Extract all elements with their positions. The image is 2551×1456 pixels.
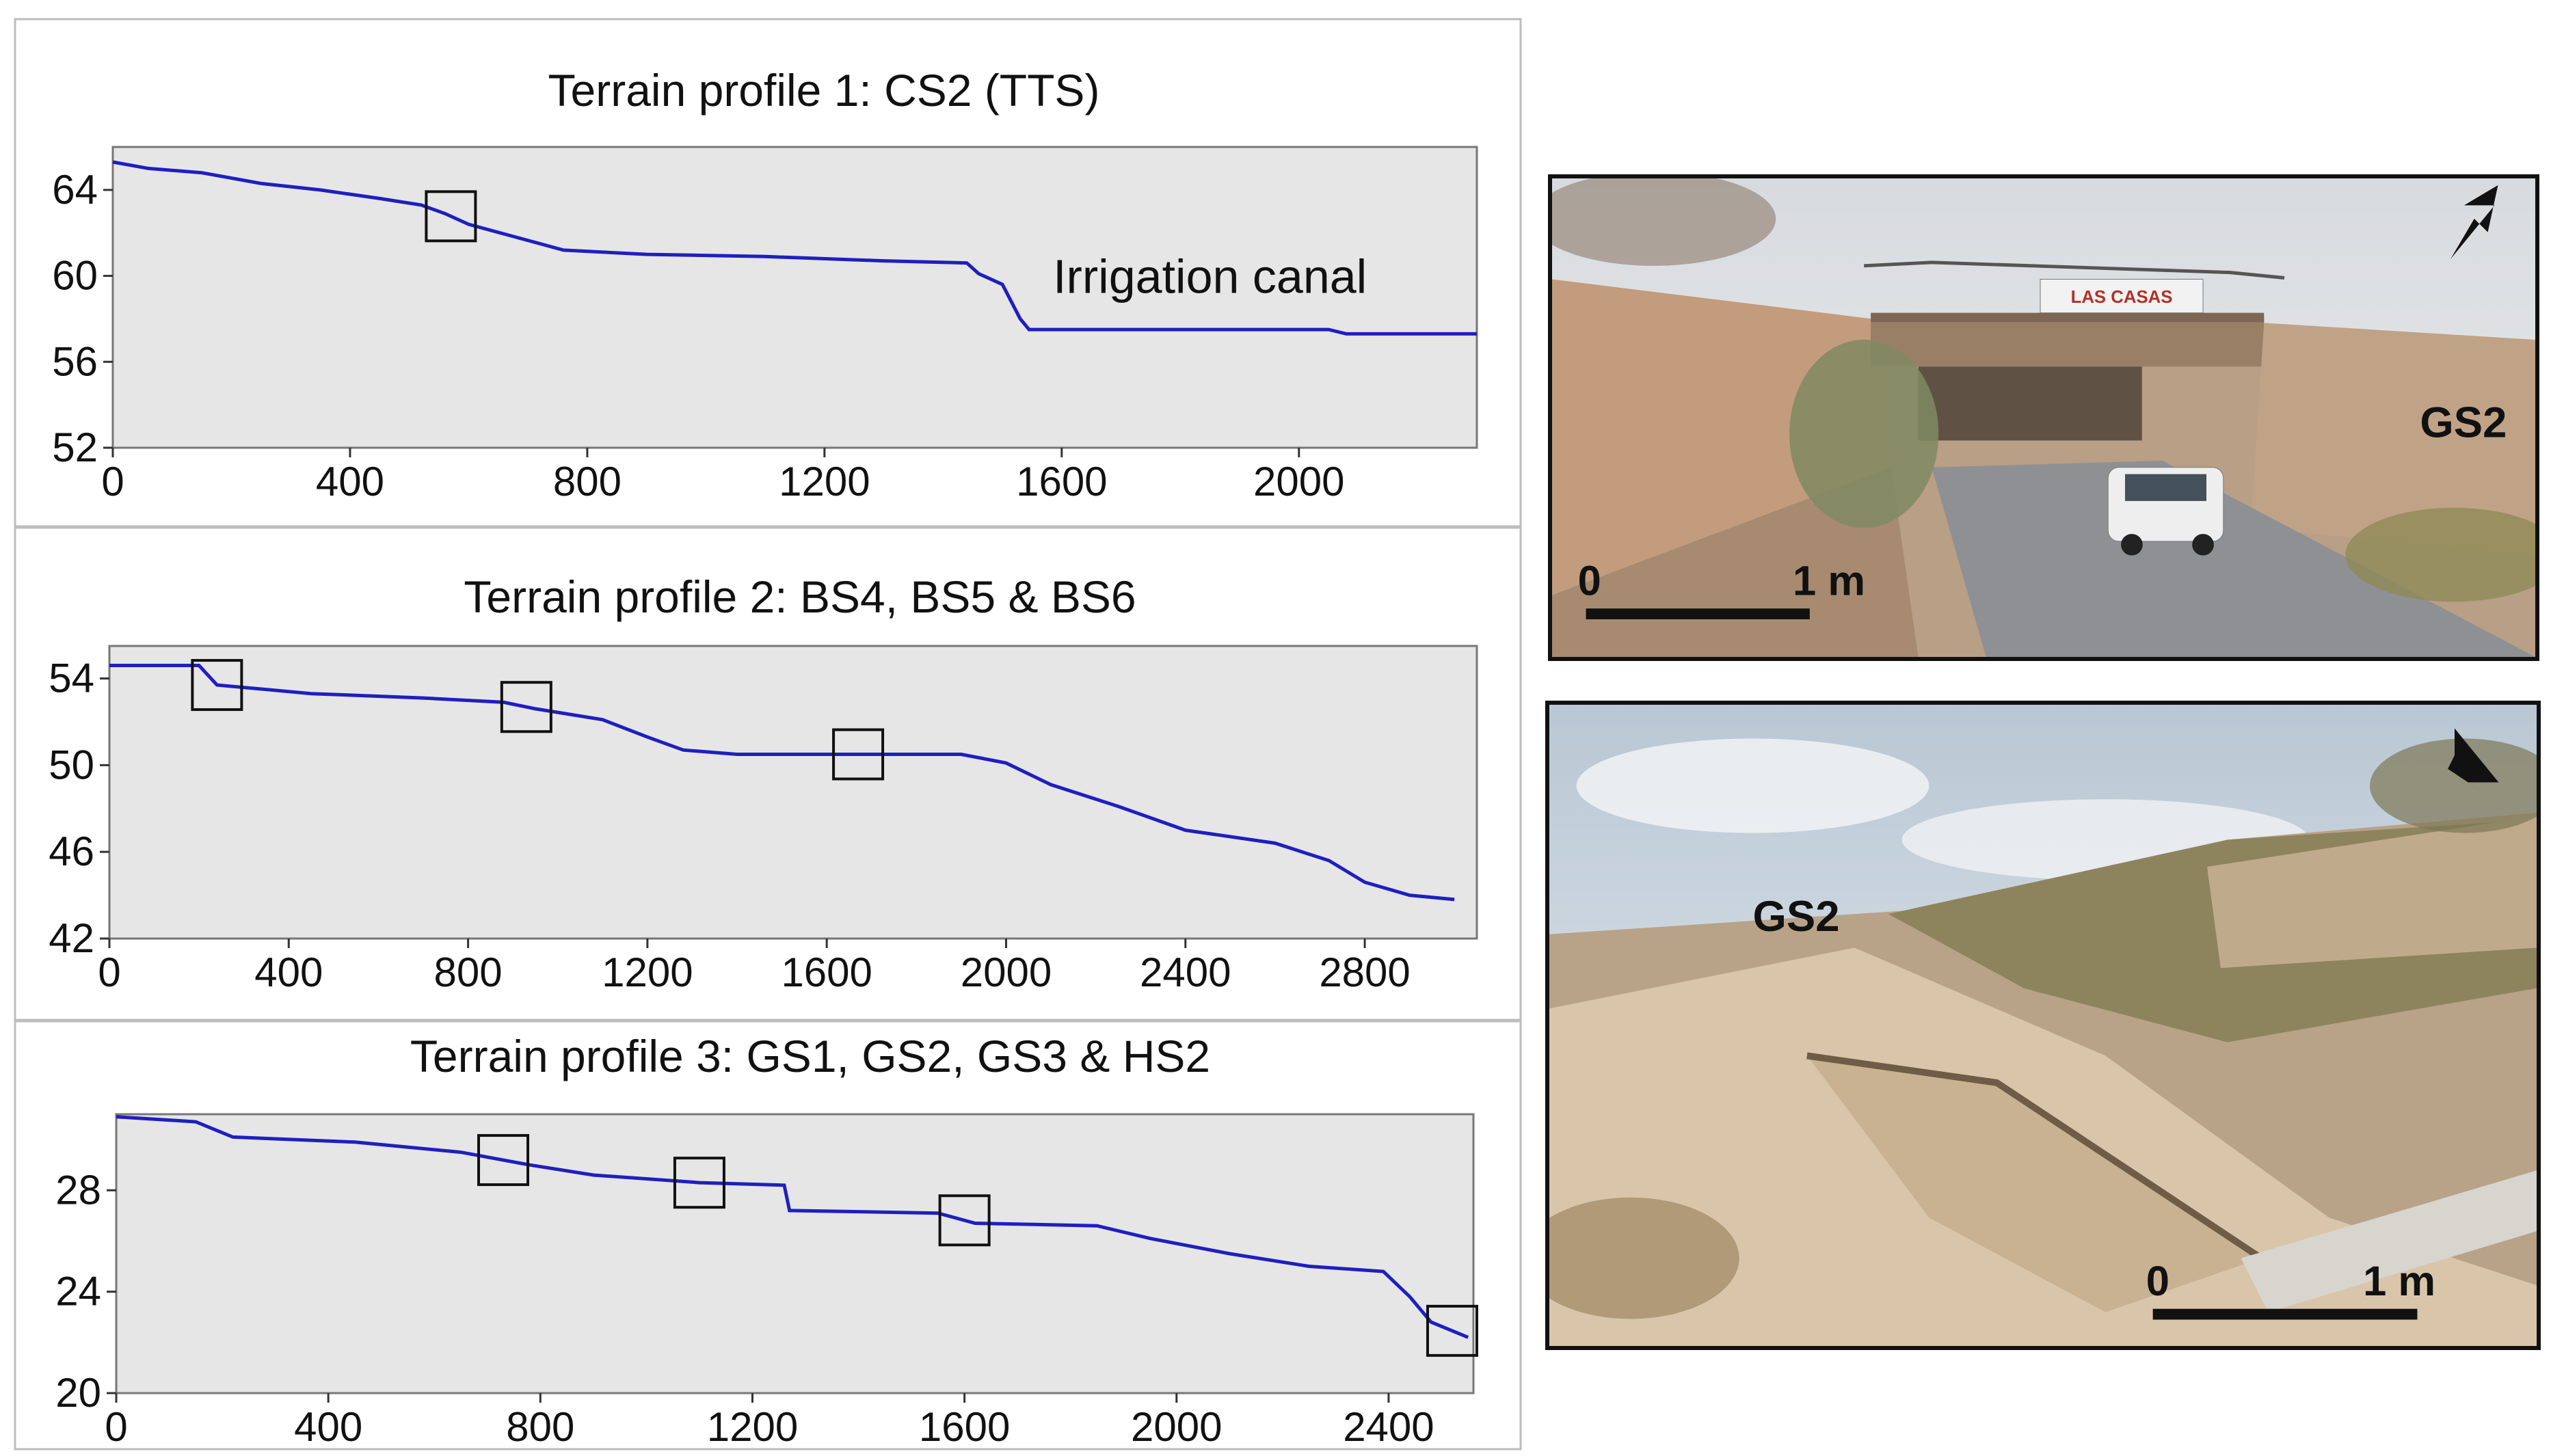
x-tick-label: 800 — [553, 459, 622, 504]
series-line — [112, 160, 1477, 336]
plot-area — [115, 1113, 1475, 1394]
y-tick-label: 50 — [49, 742, 94, 787]
y-tick-label: 56 — [52, 338, 98, 384]
x-tick-label: 1600 — [781, 949, 872, 995]
x-tick-label: 800 — [506, 1404, 574, 1450]
scale-bar — [1586, 608, 1810, 619]
plot-area — [108, 645, 1478, 940]
x-tick-label: 0 — [101, 459, 124, 504]
x-tick-label: 2000 — [1253, 459, 1344, 504]
scale-start-label: 0 — [1578, 558, 1601, 604]
y-tick-label: 24 — [55, 1269, 101, 1315]
marker-box — [500, 681, 552, 733]
chart-title: Terrain profile 1: CS2 (TTS) — [548, 65, 1100, 116]
y-tick-label: 20 — [55, 1370, 101, 1416]
scale-end-label: 1 m — [2363, 1258, 2435, 1305]
north-arrow-icon — [2450, 185, 2498, 259]
x-tick-label: 1600 — [1016, 459, 1107, 504]
x-tick-label: 0 — [105, 1404, 127, 1450]
marker-box — [832, 728, 885, 781]
x-tick-label: 2000 — [961, 949, 1052, 995]
y-tick-label: 46 — [49, 828, 94, 874]
gs2-label: GS2 — [2420, 399, 2507, 447]
x-tick-label: 400 — [254, 949, 323, 995]
y-tick-label: 64 — [52, 167, 98, 213]
x-tick-label: 1200 — [602, 949, 693, 995]
chart-title: Terrain profile 2: BS4, BS5 & BS6 — [464, 571, 1136, 622]
x-tick-label: 800 — [434, 949, 503, 995]
x-tick-label: 1200 — [707, 1404, 798, 1450]
y-tick-label: 52 — [52, 424, 98, 470]
scale-bar — [2152, 1308, 2418, 1320]
chart-title: Terrain profile 3: GS1, GS2, GS3 & HS2 — [410, 1031, 1210, 1081]
x-tick-label: 400 — [294, 1404, 362, 1450]
photo-bridge-gs2: LAS CASAS GS2 0 1 m — [1548, 174, 2539, 661]
marker-box — [477, 1134, 530, 1187]
photo-gully-gs2: GS2 0 1 m — [1545, 701, 2541, 1350]
plot-area — [111, 146, 1478, 449]
x-tick-label: 2400 — [1140, 949, 1231, 995]
y-tick-label: 54 — [49, 656, 94, 701]
marker-box — [425, 190, 477, 243]
x-tick-label: 1600 — [919, 1404, 1010, 1450]
gs2-label: GS2 — [1753, 893, 1840, 941]
series-line — [109, 664, 1455, 902]
y-tick-label: 42 — [49, 915, 94, 961]
marker-box — [938, 1194, 991, 1247]
x-tick-label: 2400 — [1343, 1404, 1434, 1450]
x-tick-label: 1200 — [779, 459, 870, 504]
y-tick-label: 28 — [55, 1167, 101, 1213]
scale-end-label: 1 m — [1793, 558, 1865, 604]
marker-box — [191, 659, 243, 712]
terrain-profile-3-chart: Terrain profile 3: GS1, GS2, GS3 & HS2 0… — [55, 1031, 1478, 1450]
y-tick-label: 60 — [52, 253, 98, 299]
x-tick-label: 0 — [98, 949, 120, 995]
x-tick-label: 2800 — [1319, 949, 1410, 995]
scale-start-label: 0 — [2146, 1258, 2169, 1305]
north-arrow-icon — [2448, 728, 2499, 803]
terrain-profile-2-chart: Terrain profile 2: BS4, BS5 & BS6 0 400 80… — [49, 571, 1478, 995]
marker-box — [1426, 1304, 1478, 1357]
marker-box — [673, 1157, 725, 1209]
annotation-irrigation-canal: Irrigation canal — [1053, 250, 1367, 304]
x-tick-label: 400 — [316, 459, 384, 504]
terrain-profile-1-chart: Terrain profile 1: CS2 (TTS) 0 400 800 1200… — [52, 65, 1478, 504]
banner-text: LAS CASAS — [2071, 288, 2173, 307]
x-tick-label: 2000 — [1131, 1404, 1222, 1450]
series-line — [116, 1115, 1469, 1339]
